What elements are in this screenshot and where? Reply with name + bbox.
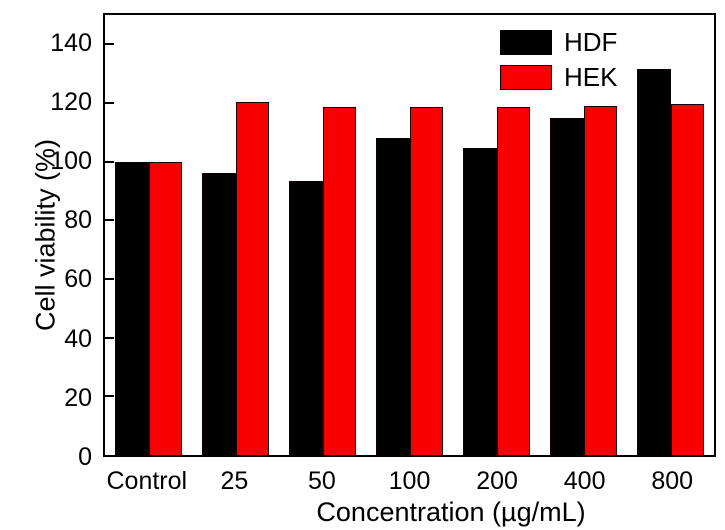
- bar-group-800: [627, 15, 714, 455]
- bar-hek-400: [583, 105, 618, 455]
- y-tick-label-20: 20: [64, 383, 92, 412]
- legend-label-hdf: HDF: [564, 27, 618, 57]
- bar-hek-25: [235, 101, 270, 455]
- bar-hek-800: [670, 104, 705, 455]
- bar-hdf-400: [549, 117, 584, 455]
- x-tick-label-400: 400: [563, 467, 606, 495]
- y-axis-tick-140: [105, 43, 114, 46]
- y-tick-label-140: 140: [50, 28, 92, 57]
- x-tick-label-100: 100: [388, 467, 431, 495]
- x-tick-label-200: 200: [476, 467, 518, 495]
- bars-layer: [105, 15, 714, 455]
- plot-area: [103, 13, 716, 457]
- bar-hdf-control: [114, 161, 149, 455]
- bar-hek-control: [148, 161, 183, 455]
- legend-item-hdf: HDF: [500, 27, 617, 57]
- x-axis-title: Concentration (µg/mL): [316, 497, 586, 527]
- y-tick-label-100: 100: [50, 147, 92, 175]
- y-axis-tick-40: [105, 336, 114, 339]
- y-tick-label-120: 120: [50, 87, 92, 116]
- legend-item-hek: HEK: [500, 62, 617, 92]
- bar-hdf-50: [288, 180, 323, 455]
- bar-hdf-25: [201, 173, 236, 455]
- bar-hek-50: [322, 107, 357, 455]
- y-tick-label-60: 60: [64, 265, 92, 294]
- y-axis-tick-60: [105, 278, 114, 280]
- y-tick-label-40: 40: [64, 324, 92, 353]
- x-tick-label-800: 800: [651, 467, 694, 495]
- bar-group-25: [192, 15, 279, 455]
- y-axis-tick-80: [105, 219, 114, 222]
- x-tick-label-50: 50: [308, 467, 336, 495]
- bar-hdf-200: [462, 148, 497, 455]
- bar-hek-100: [409, 107, 444, 455]
- bar-group-50: [279, 15, 366, 455]
- legend-label-hek: HEK: [564, 62, 618, 92]
- y-axis-tick-120: [105, 102, 114, 104]
- y-tick-label-80: 80: [64, 206, 92, 235]
- y-tick-label-0: 0: [78, 443, 92, 471]
- bar-hek-200: [496, 107, 531, 455]
- bar-group-400: [540, 15, 627, 455]
- bar-group-200: [453, 15, 540, 455]
- y-axis-tick-100: [105, 160, 114, 163]
- bar-hdf-100: [375, 138, 410, 455]
- bar-group-control: [105, 15, 192, 455]
- legend-swatch-hdf: [500, 29, 552, 55]
- y-axis-tick-20: [105, 395, 114, 398]
- x-tick-label-25: 25: [220, 467, 249, 495]
- x-tick-label-control: Control: [106, 467, 188, 495]
- legend: HDF HEK: [500, 27, 617, 97]
- bar-group-100: [366, 15, 453, 455]
- bar-hdf-800: [636, 69, 671, 455]
- legend-swatch-hek: [500, 64, 552, 90]
